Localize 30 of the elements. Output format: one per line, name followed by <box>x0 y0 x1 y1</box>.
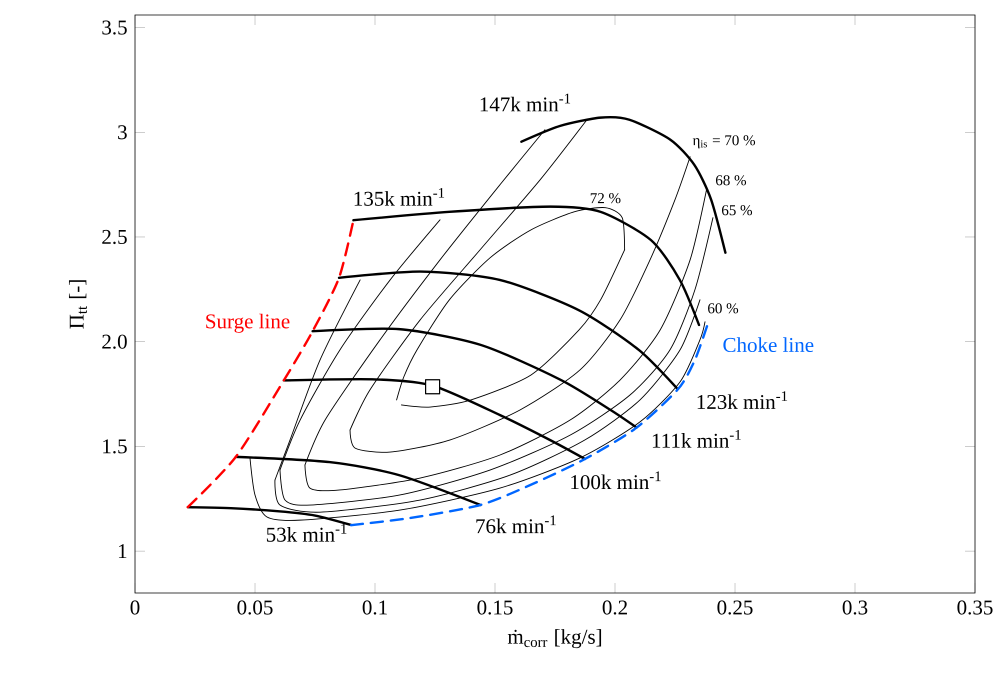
series-label: 76k min$^{-1}$ <box>476 515 556 534</box>
x-tick-label: 0.05 <box>237 600 273 615</box>
series-label: 60 % <box>708 303 738 314</box>
y-tick-label: 1 <box>118 544 126 558</box>
x-tick-label: 0.2 <box>602 600 627 615</box>
series-label: Choke line <box>723 337 814 352</box>
y-tick-label: 1.5 <box>103 439 127 454</box>
y-tick-label: 3.5 <box>102 20 127 35</box>
x-tick-label: 0.1 <box>362 600 387 615</box>
series-label: 111k min$^{-1}$ <box>652 430 741 448</box>
x-axis-title: ṁ$_{corr}$ [kg/s] <box>508 629 602 648</box>
series-label: 72 % <box>590 193 620 204</box>
series-label: 100k min$^{-1}$ <box>571 471 661 490</box>
series-label: 135k min$^{-1}$ <box>354 188 444 206</box>
series-label: 68 % <box>716 175 746 186</box>
x-tick-label: 0.25 <box>717 600 753 615</box>
series-label: 123k min$^{-1}$ <box>698 391 788 410</box>
y-tick-label: 3 <box>118 125 127 140</box>
y-axis-title: Π$_{tt}$ [-] <box>68 280 87 329</box>
series-label: 53k min$^{-1}$ <box>266 524 346 542</box>
x-tick-label: 0.15 <box>477 600 513 615</box>
series-label: Surge line <box>206 314 290 333</box>
x-tick-label: 0.3 <box>842 600 868 615</box>
series-label: 147k min$^{-1}$ <box>480 94 570 112</box>
series-label: η$_{is}$ = 70 % <box>692 135 756 148</box>
y-tick-label: 2.0 <box>102 334 127 349</box>
x-tick-label: 0.35 <box>957 600 993 615</box>
y-tick-label: 2.5 <box>102 230 127 244</box>
x-tick-label: 0 <box>130 600 140 615</box>
series-label: 65 % <box>722 205 752 216</box>
